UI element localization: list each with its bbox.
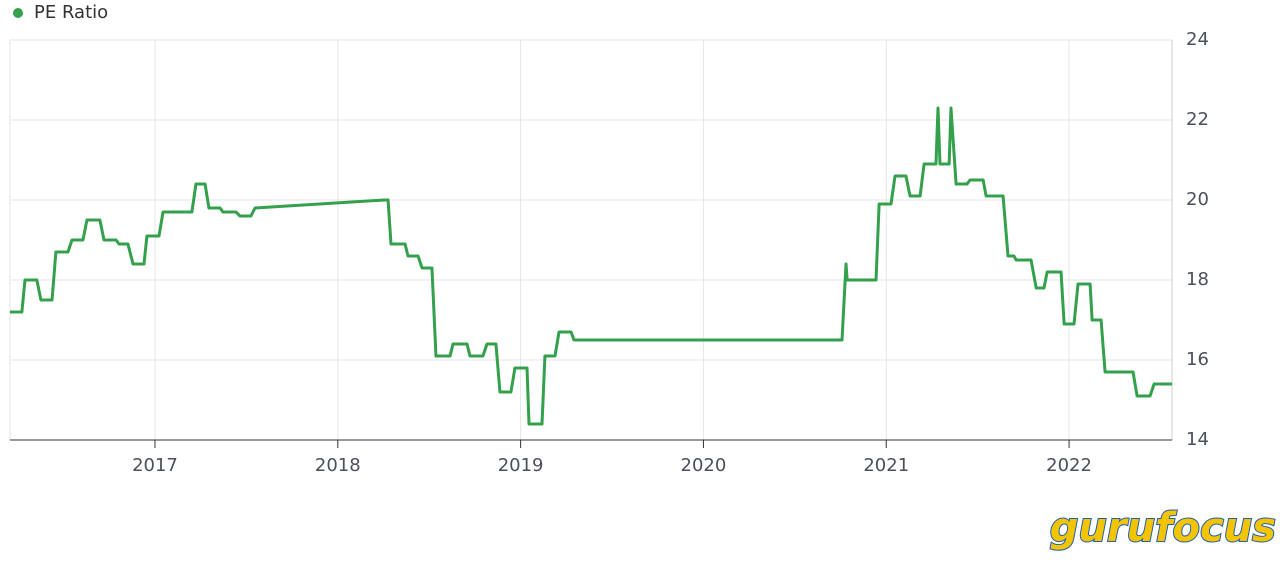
x-tick-label: 2020 — [681, 455, 727, 476]
y-tick-label: 16 — [1186, 349, 1209, 370]
legend-label[interactable]: PE Ratio — [34, 2, 108, 23]
y-tick-label: 20 — [1186, 189, 1209, 210]
x-tick-label: 2021 — [863, 455, 909, 476]
y-tick-label: 18 — [1186, 269, 1209, 290]
x-tick-label: 2017 — [132, 455, 178, 476]
y-tick-label: 24 — [1186, 29, 1209, 50]
watermark: gurufocus — [1050, 505, 1276, 551]
y-tick-label: 22 — [1186, 109, 1209, 130]
legend-marker — [13, 8, 23, 18]
x-tick-label: 2022 — [1046, 455, 1092, 476]
x-tick-label: 2019 — [498, 455, 544, 476]
line-series — [10, 106, 1172, 426]
y-tick-label: 14 — [1186, 429, 1209, 450]
x-tick-label: 2018 — [315, 455, 361, 476]
